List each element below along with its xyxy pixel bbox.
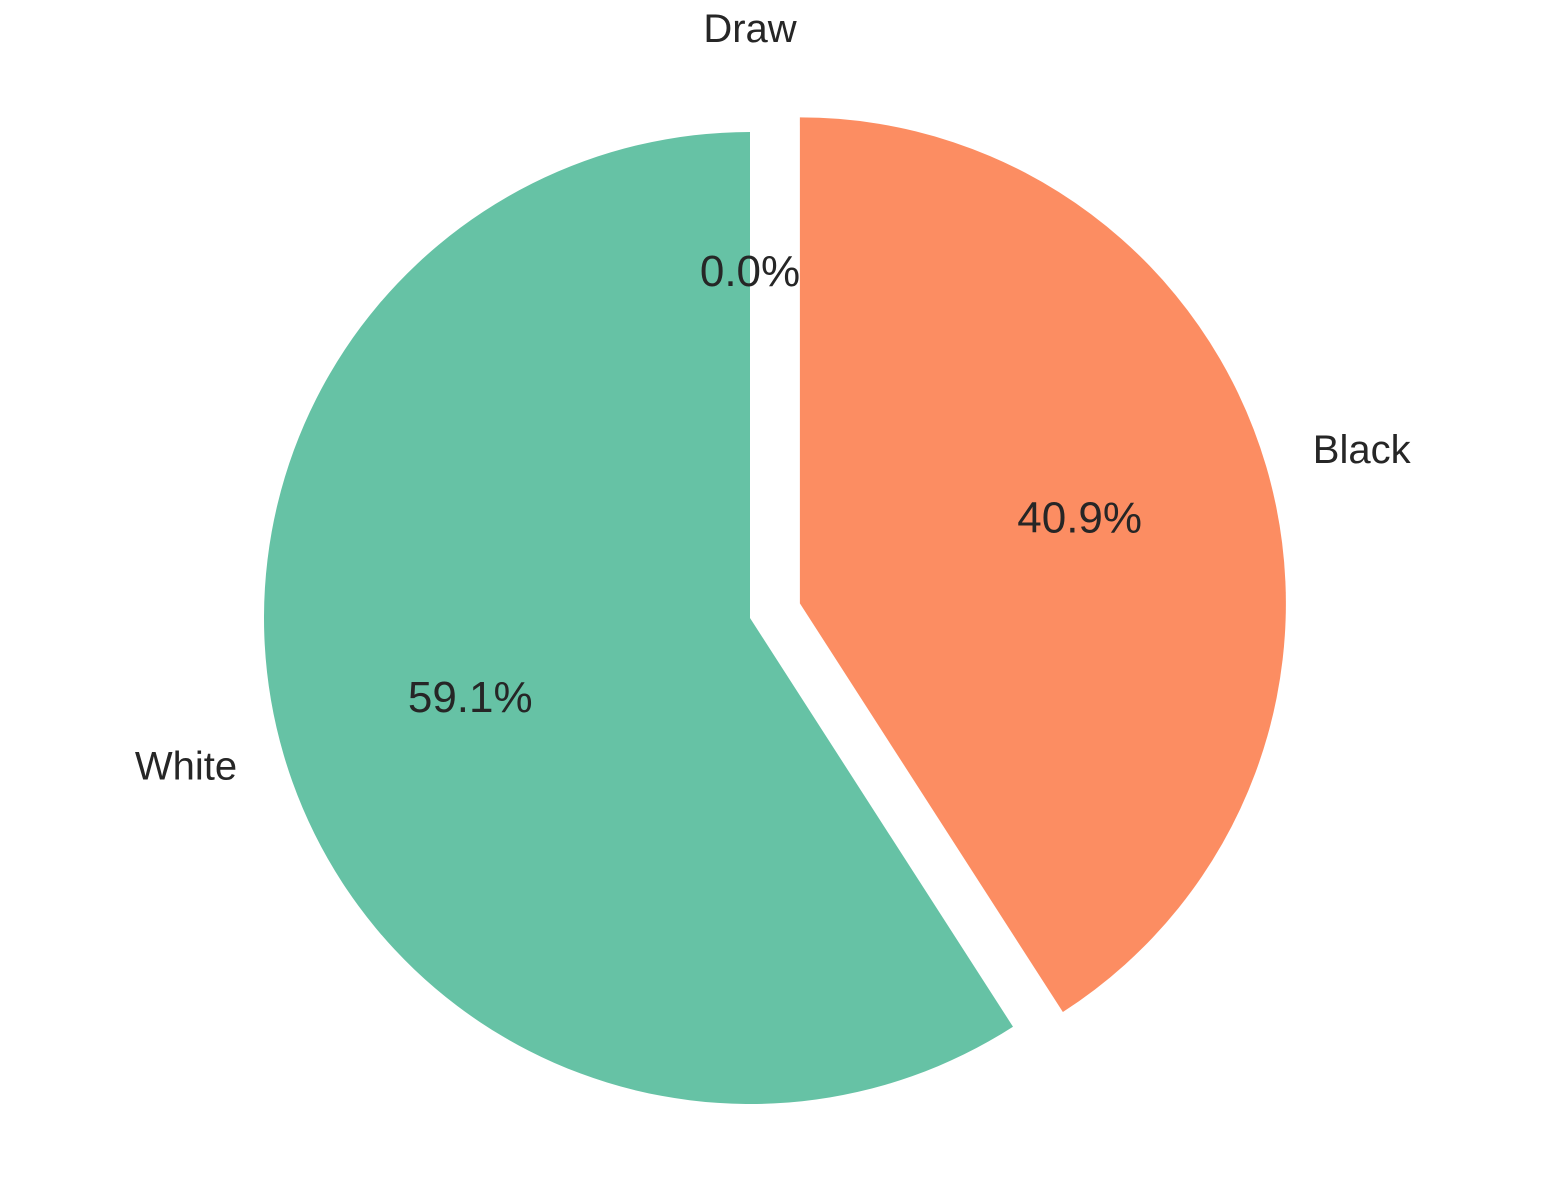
pie-slices (264, 117, 1286, 1104)
slice-label-draw: Draw (703, 7, 796, 51)
pie-slice-black (799, 117, 1286, 1013)
percent-labels: 59.1% 40.9% 0.0% (408, 247, 1142, 722)
slice-percent-white: 59.1% (408, 673, 533, 722)
slice-label-white: White (135, 744, 237, 788)
slice-percent-draw: 0.0% (700, 247, 800, 296)
slice-percent-black: 40.9% (1017, 494, 1142, 543)
slice-label-black: Black (1313, 428, 1412, 472)
pie-slice-white (264, 132, 1013, 1104)
category-labels: White Black Draw (135, 7, 1412, 788)
